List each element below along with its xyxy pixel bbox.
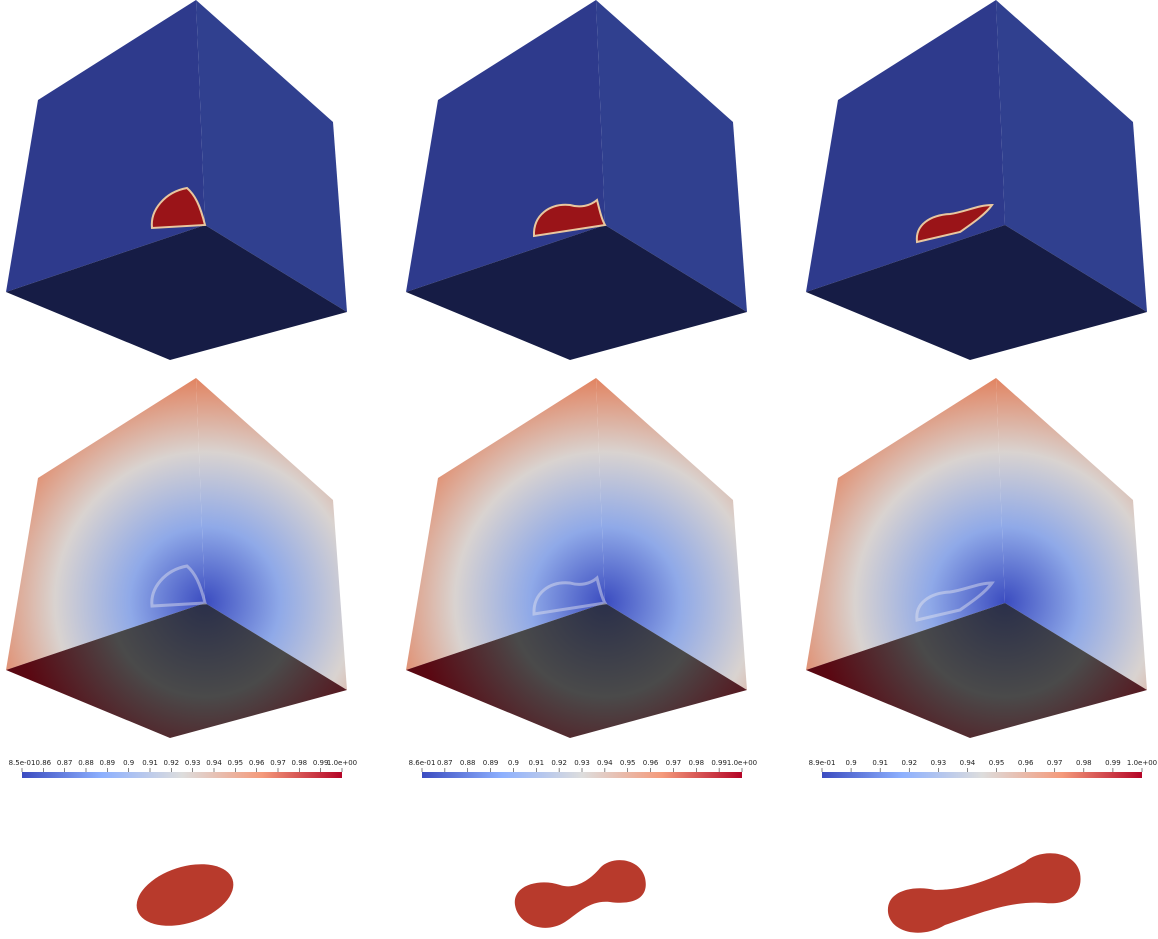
colorbar-label: 8.9e-01 <box>809 759 836 767</box>
cube-face <box>406 225 747 360</box>
droplet-outline <box>915 581 995 622</box>
colorbar-label: 0.99 <box>1105 759 1121 767</box>
colorbar-label: 0.91 <box>528 759 544 767</box>
droplet-outline <box>150 564 207 608</box>
droplet <box>150 186 207 230</box>
colorbar-label: 0.94 <box>206 759 222 767</box>
colorbar-label: 0.98 <box>292 759 308 767</box>
cube-face <box>6 603 347 738</box>
colorbar-label: 0.87 <box>437 759 453 767</box>
colorbar-label: 0.97 <box>666 759 682 767</box>
panel: 8.6e-01 0.87 0.88 0.89 0.9 0.91 0.92 0.93 0.94 0.… <box>406 0 757 778</box>
cube-face <box>196 378 347 690</box>
colorbar-label: 0.86 <box>36 759 52 767</box>
panel: 8.9e-01 0.9 0.91 0.92 0.93 0.94 0.95 0.96 0.97 0.… <box>806 0 1157 778</box>
cube-face <box>996 378 1147 690</box>
colorbar-label: 0.96 <box>1018 759 1034 767</box>
colorbar-label: 0.95 <box>228 759 244 767</box>
colorbar-label: 0.91 <box>872 759 888 767</box>
cube-face <box>6 225 347 360</box>
colorbar-label: 0.96 <box>249 759 265 767</box>
colorbar-label: 0.94 <box>960 759 976 767</box>
colorbar-label: 0.92 <box>551 759 567 767</box>
colorbar-label: 0.96 <box>643 759 659 767</box>
colorbar-label: 0.99 <box>313 759 329 767</box>
droplet <box>532 198 607 238</box>
colorbar-label: 0.99 <box>711 759 727 767</box>
shape <box>514 860 646 928</box>
colorbar-label: 8.6e-01 <box>409 759 436 767</box>
colorbar-label: 0.9 <box>508 759 519 767</box>
colorbar-label: 0.89 <box>100 759 116 767</box>
colorbar-label: 0.93 <box>574 759 590 767</box>
colorbar <box>422 772 742 778</box>
cube-face <box>596 378 747 690</box>
colorbar-label: 0.9 <box>846 759 857 767</box>
colorbar-label: 0.93 <box>185 759 201 767</box>
colorbar-label: 0.89 <box>483 759 499 767</box>
colorbar-label: 0.98 <box>1076 759 1092 767</box>
colorbar-label: 0.95 <box>989 759 1005 767</box>
droplet-outline <box>532 575 608 616</box>
colorbar-label: 0.97 <box>1047 759 1063 767</box>
cube-face <box>806 603 1147 738</box>
colorbar-label: 1.0e+00 <box>1127 759 1157 767</box>
cube-face <box>406 378 605 670</box>
cube-face <box>806 225 1147 360</box>
shape <box>887 853 1081 933</box>
cube-face <box>196 0 347 312</box>
cube-face <box>996 0 1147 312</box>
colorbar-label: 0.94 <box>597 759 613 767</box>
droplet <box>915 203 994 244</box>
colorbar-label: 8.5e-01 <box>9 759 36 767</box>
colorbar-label: 0.97 <box>270 759 286 767</box>
panel: 8.5e-01 0.86 0.87 0.88 0.89 0.9 0.91 0.92 0.93 0.… <box>6 0 357 778</box>
colorbar-label: 0.88 <box>78 759 94 767</box>
colorbar-label: 0.98 <box>688 759 704 767</box>
colorbar <box>822 772 1142 778</box>
cube-face <box>406 603 747 738</box>
colorbar-label: 0.88 <box>460 759 476 767</box>
colorbar-label: 0.92 <box>164 759 180 767</box>
colorbar-label: 0.87 <box>57 759 73 767</box>
colorbar-label: 1.0e+00 <box>727 759 757 767</box>
colorbar-label: 0.9 <box>123 759 134 767</box>
colorbar-label: 0.93 <box>931 759 947 767</box>
colorbar <box>22 772 342 778</box>
colorbar-label: 0.91 <box>142 759 158 767</box>
shape <box>136 864 234 926</box>
colorbar-label: 1.0e+00 <box>327 759 357 767</box>
cube-face <box>6 378 205 670</box>
colorbar-label: 0.95 <box>620 759 636 767</box>
cube-face <box>806 378 1005 670</box>
cube-face <box>596 0 747 312</box>
colorbar-label: 0.92 <box>901 759 917 767</box>
